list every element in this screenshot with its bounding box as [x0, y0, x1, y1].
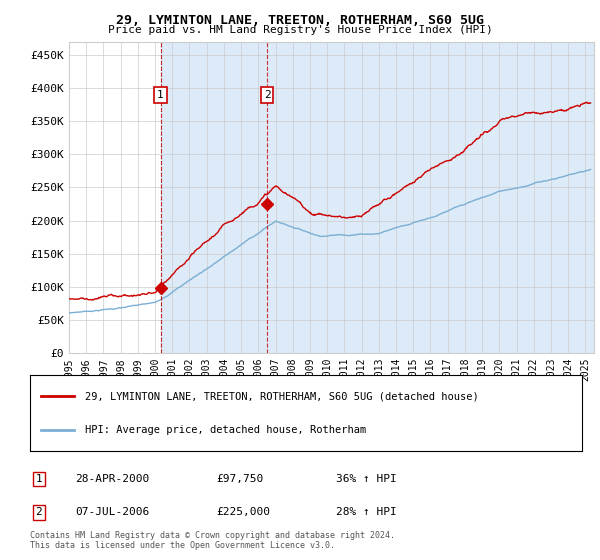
Text: 36% ↑ HPI: 36% ↑ HPI: [336, 474, 397, 484]
Text: Contains HM Land Registry data © Crown copyright and database right 2024.
This d: Contains HM Land Registry data © Crown c…: [30, 530, 395, 550]
Text: 29, LYMINTON LANE, TREETON, ROTHERHAM, S60 5UG (detached house): 29, LYMINTON LANE, TREETON, ROTHERHAM, S…: [85, 391, 479, 402]
Text: 28% ↑ HPI: 28% ↑ HPI: [336, 507, 397, 517]
Text: 28-APR-2000: 28-APR-2000: [75, 474, 149, 484]
Text: 2: 2: [35, 507, 43, 517]
Text: 07-JUL-2006: 07-JUL-2006: [75, 507, 149, 517]
Text: 29, LYMINTON LANE, TREETON, ROTHERHAM, S60 5UG: 29, LYMINTON LANE, TREETON, ROTHERHAM, S…: [116, 14, 484, 27]
Bar: [267, 42, 594, 353]
Text: 1: 1: [157, 90, 164, 100]
Bar: [161, 42, 267, 353]
Text: HPI: Average price, detached house, Rotherham: HPI: Average price, detached house, Roth…: [85, 424, 367, 435]
Text: 1: 1: [35, 474, 43, 484]
Text: 2: 2: [264, 90, 271, 100]
Text: Price paid vs. HM Land Registry's House Price Index (HPI): Price paid vs. HM Land Registry's House …: [107, 25, 493, 35]
Text: £225,000: £225,000: [216, 507, 270, 517]
Text: £97,750: £97,750: [216, 474, 263, 484]
